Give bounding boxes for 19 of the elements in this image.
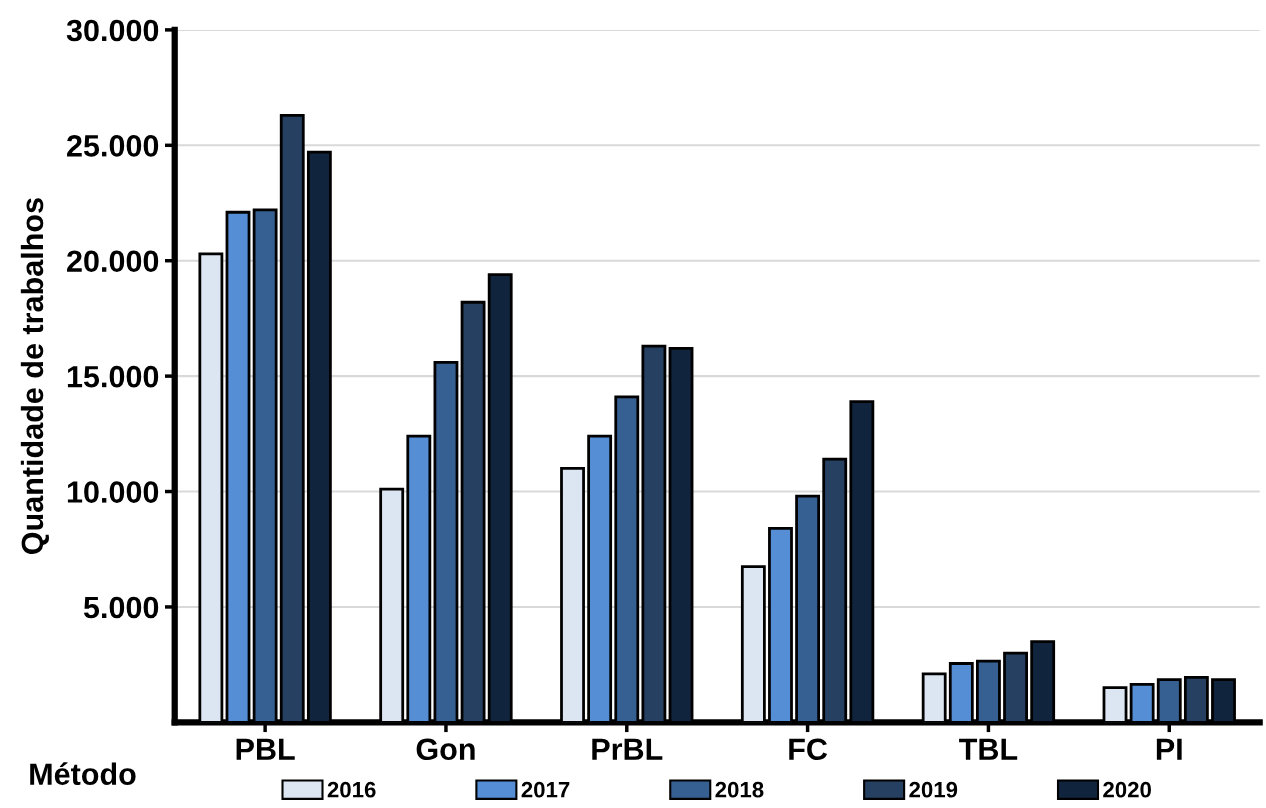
x-tick-label: FC (789, 738, 828, 761)
x-axis-title: Método (30, 762, 136, 785)
legend-label: 2017 (521, 781, 570, 798)
legend-label: 2016 (327, 781, 376, 798)
y-tick-label: 25.000 (67, 135, 159, 157)
x-tick-label: TBL (959, 738, 1018, 760)
x-tick-label: Gon (416, 738, 475, 761)
y-tick-label: 20.000 (67, 250, 159, 273)
legend-label: 2019 (909, 781, 958, 798)
x-tick-label: PrBL (592, 738, 663, 760)
y-tick-label: 15.000 (67, 365, 159, 388)
x-tick-label: PI (1156, 738, 1182, 760)
y-axis-title: Quantidade de trabalhos (20, 198, 49, 554)
y-tick-label: 10.000 (67, 481, 159, 503)
legend-label: 2018 (715, 781, 764, 798)
y-tick-label: 5.000 (83, 596, 159, 619)
legend-label: 2020 (1103, 781, 1151, 798)
y-tick-label: 30.000 (66, 19, 159, 42)
x-tick-label: PBL (236, 738, 295, 760)
